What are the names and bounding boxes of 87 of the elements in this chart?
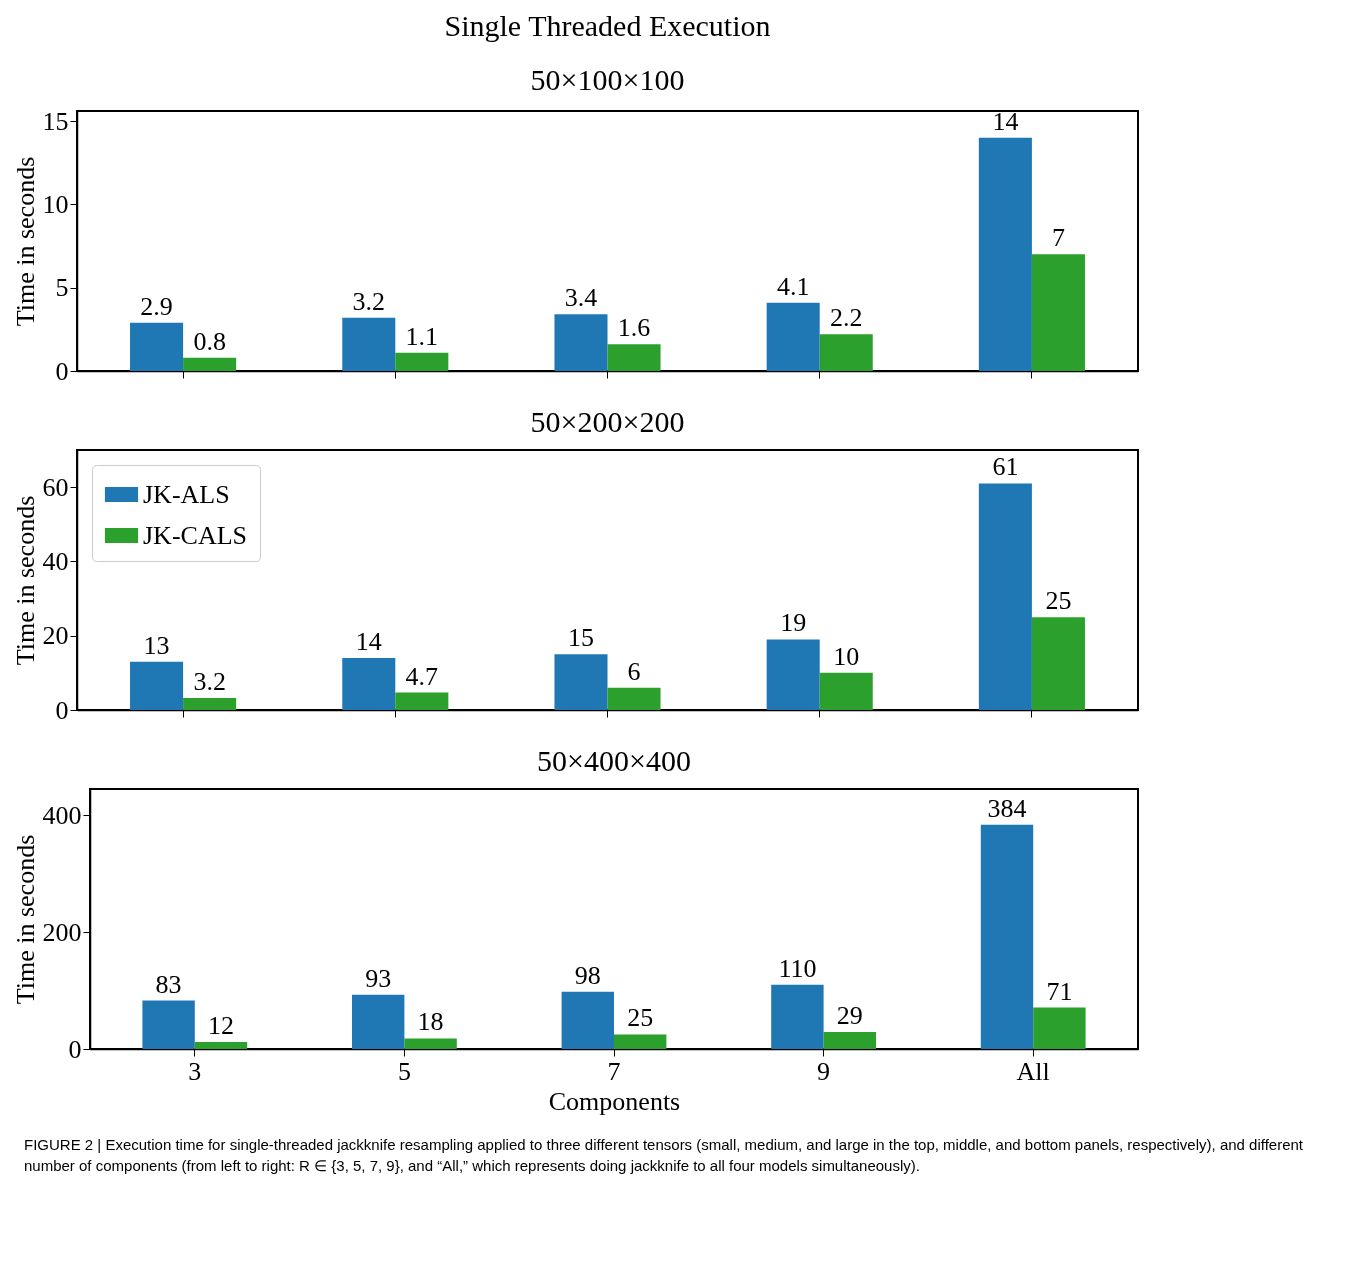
y-tick-label: 5 <box>55 273 69 303</box>
bar <box>130 661 184 710</box>
x-tick-label: 5 <box>397 1056 411 1086</box>
data-label: 7 <box>1051 223 1065 253</box>
x-axis-title: Components <box>548 1086 681 1116</box>
bar <box>607 687 661 710</box>
y-axis-title: Time in seconds <box>10 495 40 666</box>
y-tick-label: 20 <box>42 621 69 651</box>
bar <box>130 322 184 371</box>
chart-title: Single Threaded Execution <box>444 9 771 42</box>
data-label: 29 <box>836 1001 863 1031</box>
data-label: 3.2 <box>193 667 226 697</box>
x-tick-label: 3 <box>188 1056 202 1086</box>
bar <box>142 1000 195 1049</box>
y-tick-label: 15 <box>42 106 69 136</box>
y-tick-label: 40 <box>42 546 69 576</box>
bar <box>819 334 873 371</box>
data-label: 4.1 <box>776 271 810 301</box>
data-label: 12 <box>208 1010 234 1040</box>
bar <box>554 314 608 371</box>
x-tick-label: 7 <box>607 1056 621 1086</box>
data-label: 61 <box>992 452 1019 482</box>
data-label: 4.7 <box>405 661 439 691</box>
bar <box>183 357 237 371</box>
y-tick-label: 10 <box>42 189 69 219</box>
bar <box>404 1038 457 1049</box>
y-tick-label: 0 <box>55 356 69 386</box>
bar <box>554 654 608 710</box>
bar <box>342 317 396 371</box>
data-label: 13 <box>143 630 170 660</box>
bar <box>980 824 1034 1049</box>
legend-label: JK-ALS <box>143 479 230 509</box>
x-tick-label: All <box>1016 1056 1050 1086</box>
data-label: 14 <box>992 106 1019 136</box>
bar <box>1031 254 1085 371</box>
data-label: 3.2 <box>352 286 386 316</box>
data-label: 19 <box>780 608 807 638</box>
data-label: 0.8 <box>193 326 226 356</box>
data-label: 93 <box>365 963 392 993</box>
x-tick-label: 9 <box>817 1056 831 1086</box>
bar <box>771 984 824 1049</box>
y-tick-label: 400 <box>42 800 82 830</box>
data-label: 15 <box>567 623 594 653</box>
bar <box>766 302 820 371</box>
data-label: 18 <box>417 1007 444 1037</box>
bar <box>819 672 873 710</box>
bar <box>978 483 1032 710</box>
bar <box>183 698 237 710</box>
bar <box>561 991 614 1049</box>
data-label: 1.1 <box>405 321 439 351</box>
y-axis-title: Time in seconds <box>10 156 40 327</box>
y-tick-label: 200 <box>42 917 82 947</box>
bar <box>194 1041 248 1049</box>
bar <box>823 1032 876 1049</box>
y-tick-label: 0 <box>55 695 69 725</box>
caption: FIGURE 2 | Execution time for single-threaded jackknife resampling applied to three different tensors (small, medium, and large in the top, middle, and bottom panels, respectively), and different number of components (from left to right: R ∈ {3, 5, 7, 9}, and “All,” which represents doing jackknife to all four models simultaneously). <box>24 1135 1304 1176</box>
data-label: 25 <box>1045 586 1072 616</box>
data-label: 98 <box>574 960 601 990</box>
y-tick-label: 0 <box>68 1034 82 1064</box>
bar <box>607 344 661 371</box>
bar <box>395 692 449 710</box>
data-label: 384 <box>987 793 1027 823</box>
bar <box>614 1034 667 1049</box>
data-label: 25 <box>627 1003 654 1033</box>
data-label: 83 <box>155 969 182 999</box>
data-label: 71 <box>1046 976 1073 1006</box>
legend-label: JK-CALS <box>143 520 248 550</box>
data-label: 1.6 <box>617 313 651 343</box>
y-axis-title: Time in seconds <box>10 834 40 1005</box>
data-label: 6 <box>627 656 641 686</box>
bar <box>978 137 1032 371</box>
bar <box>1033 1007 1086 1049</box>
bar <box>395 352 449 371</box>
bar <box>1031 617 1085 710</box>
data-label: 10 <box>833 641 860 671</box>
bar <box>766 639 820 710</box>
bar <box>352 994 405 1049</box>
bar <box>342 658 396 710</box>
chart-title: 50×200×200 <box>530 405 685 438</box>
chart-title: 50×400×400 <box>537 744 691 777</box>
data-label: 14 <box>355 627 382 656</box>
data-label: 110 <box>778 953 817 983</box>
data-label: 2.2 <box>829 303 863 333</box>
data-label: 3.4 <box>564 283 598 313</box>
data-label: 2.9 <box>140 291 173 321</box>
chart-subtitle: 50×100×100 <box>530 63 685 96</box>
y-tick-label: 60 <box>42 472 69 502</box>
